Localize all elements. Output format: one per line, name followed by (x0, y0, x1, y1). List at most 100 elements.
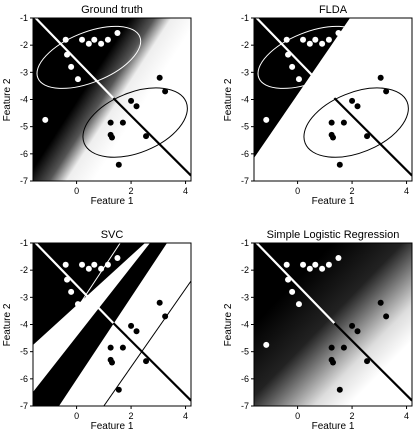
data-point-white (74, 76, 81, 83)
y-tick-label: -3 (241, 67, 249, 77)
y-tick-label: -6 (241, 374, 249, 384)
decision-boundary-black (333, 322, 412, 402)
data-point-white (289, 63, 296, 70)
data-point-white (295, 76, 302, 83)
x-tick-label: 4 (404, 411, 409, 421)
panel-ground-truth: Ground truth 0 2 4 -1 -2 -3 -4 -5 -6 -7 Feature 1… (2, 4, 192, 207)
data-point-black (156, 299, 163, 306)
data-point-white (295, 301, 302, 308)
decision-boundary-white (255, 243, 336, 324)
data-point-black (328, 344, 335, 351)
chart-title: Simple Logistic Regression (267, 229, 400, 241)
data-point-white (104, 36, 111, 43)
data-point-white (91, 36, 98, 43)
y-tick-label: -3 (20, 292, 28, 302)
data-point-black (377, 74, 384, 81)
data-point-white (68, 288, 75, 295)
decision-boundary-white (34, 18, 115, 99)
data-point-black (336, 386, 343, 393)
y-tick-label: -5 (241, 122, 249, 132)
data-point-black (143, 358, 150, 365)
y-tick-label: -4 (241, 320, 249, 330)
x-tick-label: 0 (74, 411, 79, 421)
y-tick-label: -1 (20, 238, 28, 248)
y-tick-label: -7 (241, 176, 249, 186)
decision-boundary-white (255, 18, 336, 99)
data-point-white (104, 261, 111, 268)
data-point-white (85, 265, 92, 272)
data-point-black (143, 133, 150, 140)
data-point-white (283, 261, 290, 268)
x-tick-label: 0 (74, 186, 79, 196)
y-tick-label: -4 (20, 95, 28, 105)
y-tick-label: -3 (20, 67, 28, 77)
data-point-white (98, 40, 105, 47)
x-tick-label: 0 (295, 186, 300, 196)
data-point-white (64, 51, 71, 58)
data-point-white (79, 36, 86, 43)
data-point-black (128, 322, 135, 329)
decision-boundary-black (333, 97, 412, 177)
svc-margin-line (103, 280, 191, 406)
panel-svc: SVC 0 2 4 -1 -2 -3 -4 -5 -6 -7 Feature 1 Feature … (2, 229, 192, 432)
x-tick-label: 2 (350, 186, 355, 196)
data-point-white (85, 40, 92, 47)
data-point-black (115, 386, 122, 393)
decision-region-black (254, 18, 350, 158)
y-axis-label: Feature 2 (223, 78, 234, 121)
data-point-black (156, 74, 163, 81)
data-point-white (285, 51, 292, 58)
data-point-white (79, 261, 86, 268)
data-point-black (128, 97, 135, 104)
x-tick-label: 4 (404, 186, 409, 196)
data-point-black (162, 88, 169, 95)
x-tick-label: 4 (183, 186, 188, 196)
x-tick-label: 4 (183, 411, 188, 421)
chart-title: FLDA (319, 4, 348, 16)
data-point-black (340, 344, 347, 351)
data-point-black (354, 103, 361, 110)
data-point-white (325, 261, 332, 268)
y-tick-label: -6 (20, 149, 28, 159)
y-tick-label: -1 (241, 238, 249, 248)
data-point-black (349, 97, 356, 104)
data-point-black (364, 358, 371, 365)
data-point-white (289, 288, 296, 295)
data-point-black (133, 103, 140, 110)
data-point-white (283, 36, 290, 43)
y-tick-label: -2 (241, 265, 249, 275)
y-tick-label: -2 (241, 40, 249, 50)
data-point-white (62, 261, 69, 268)
data-point-black (119, 119, 126, 126)
decision-boundary-black (112, 322, 191, 402)
data-point-white (114, 29, 121, 36)
data-point-white (319, 265, 326, 272)
data-point-black (107, 344, 114, 351)
data-point-white (306, 40, 313, 47)
data-point-white (285, 276, 292, 283)
y-tick-label: -1 (241, 13, 249, 23)
data-point-white (62, 36, 69, 43)
y-tick-label: -5 (20, 122, 28, 132)
data-point-black (109, 134, 115, 141)
data-point-black (383, 313, 390, 320)
panel-simple-logistic-regression: Simple Logistic Regression 0 2 4 -1 -2 -3 -4 -5… (223, 229, 413, 432)
data-point-white (114, 254, 121, 261)
chart-title: Ground truth (81, 4, 143, 16)
data-point-black (383, 88, 390, 95)
class-ellipse-white (36, 25, 142, 89)
y-tick-label: -6 (20, 374, 28, 384)
svc-margin-band (33, 243, 167, 406)
y-tick-label: -4 (241, 95, 249, 105)
decision-boundary-black (112, 97, 191, 177)
data-point-white (300, 261, 307, 268)
x-tick-label: 2 (129, 186, 134, 196)
data-point-white (312, 261, 319, 268)
y-tick-label: -2 (20, 40, 28, 50)
y-axis-label: Feature 2 (223, 303, 234, 346)
class-ellipse-black (82, 87, 188, 158)
data-point-black (119, 344, 126, 351)
data-point-black (340, 119, 347, 126)
data-point-white (300, 36, 307, 43)
y-tick-label: -6 (241, 149, 249, 159)
